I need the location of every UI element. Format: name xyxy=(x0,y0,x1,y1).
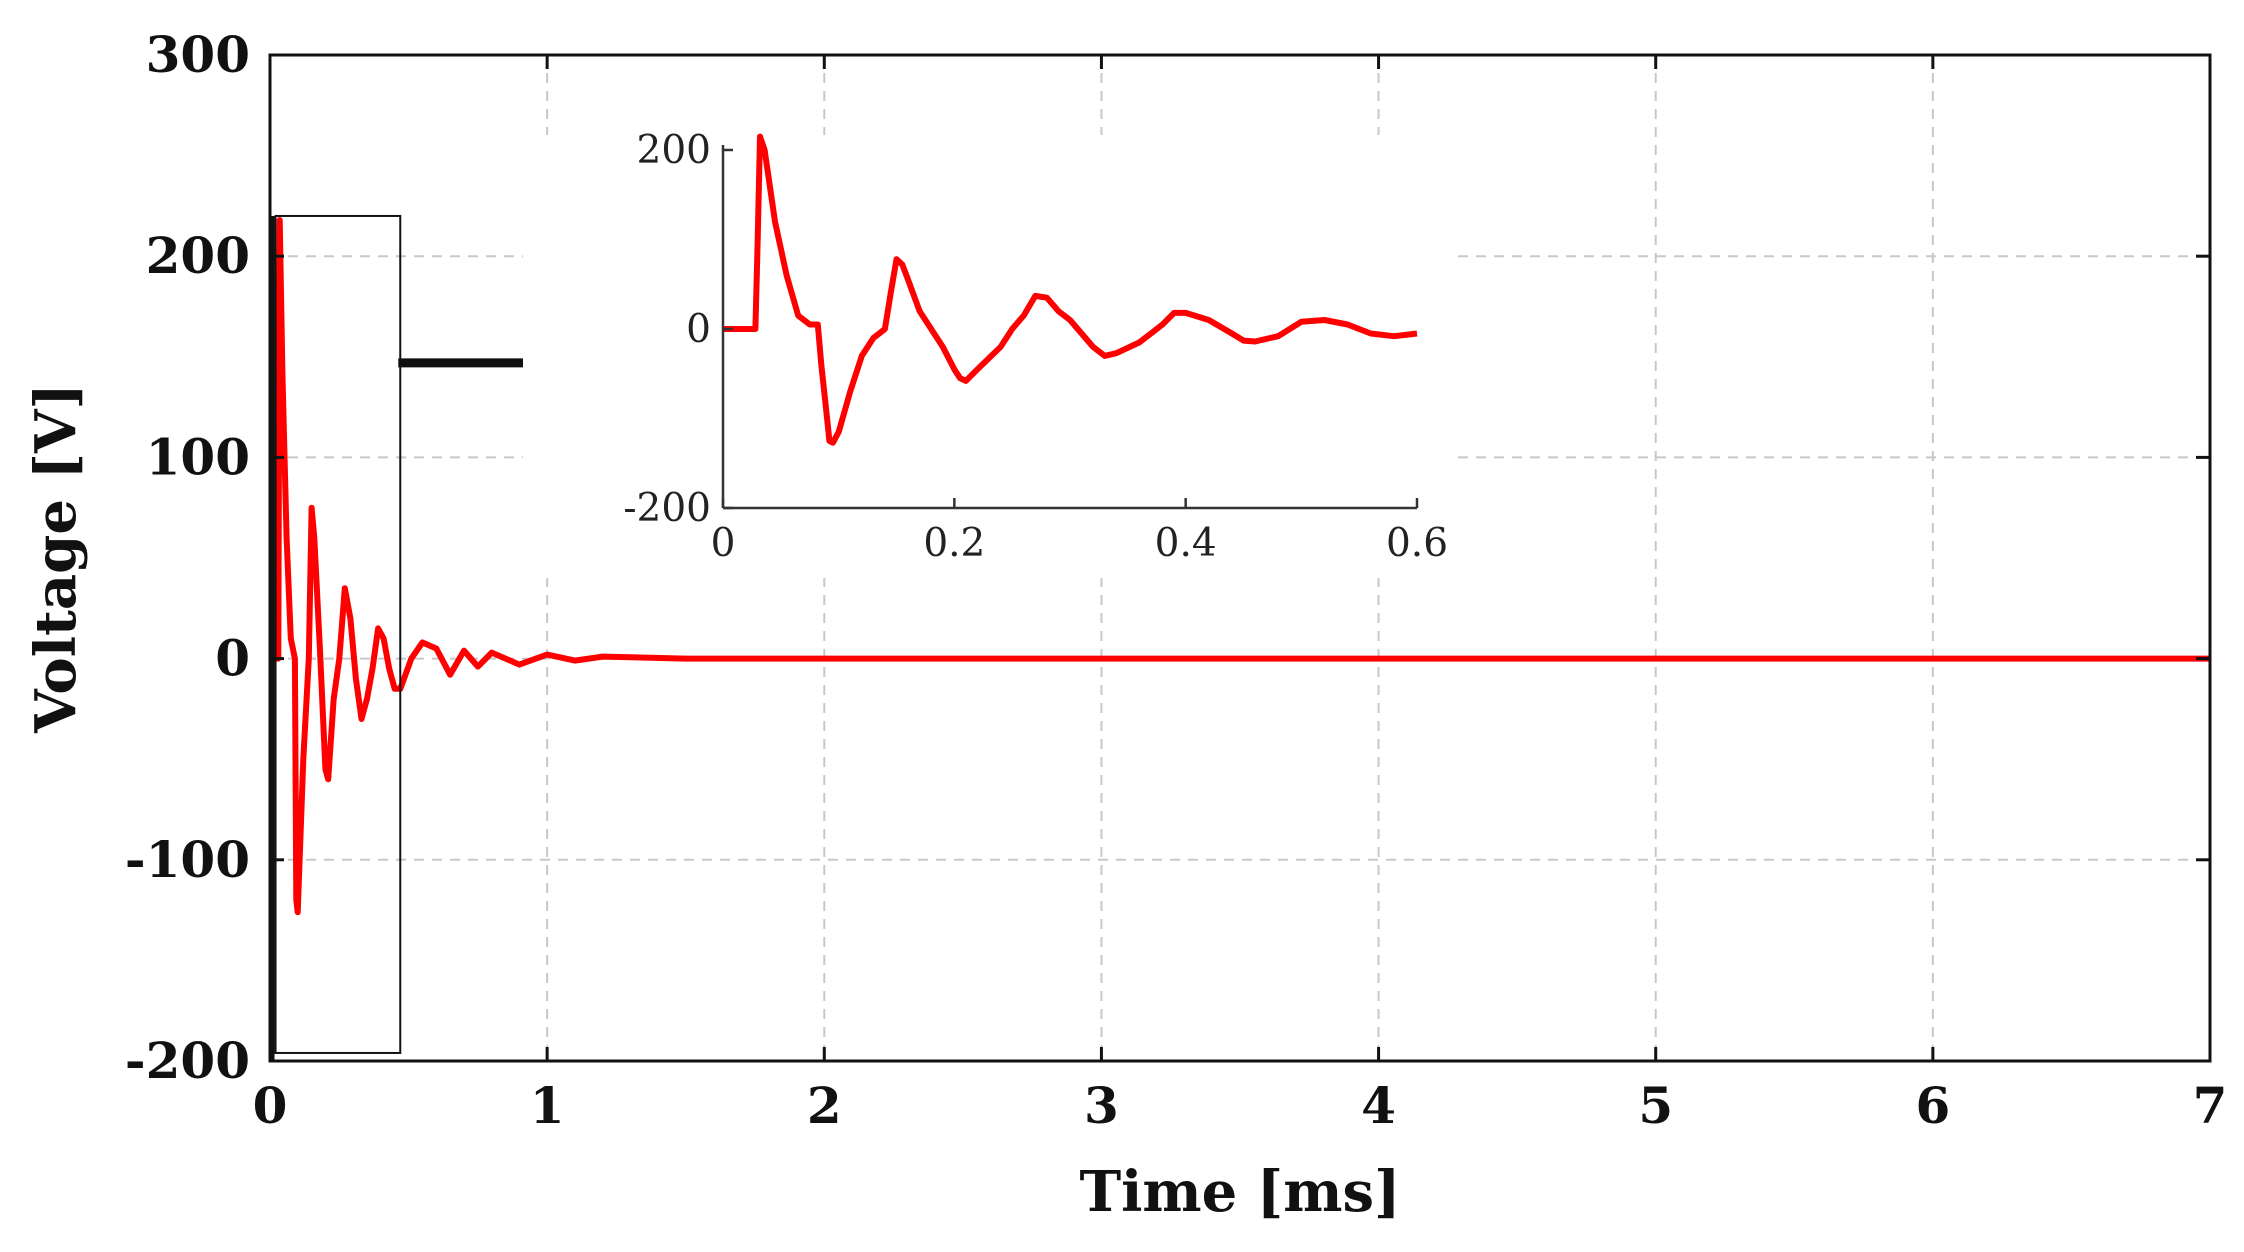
inset-x-tick-label: 0.4 xyxy=(1155,521,1217,566)
y-tick-label: -200 xyxy=(125,1031,250,1090)
x-tick-label: 4 xyxy=(1361,1076,1396,1135)
x-tick-label: 2 xyxy=(807,1076,842,1135)
main-plot-frame xyxy=(268,53,2212,1063)
y-tick-label: 100 xyxy=(146,427,250,486)
main-chart: 0 1 2 3 4 5 6 7 -200 -100 0 100 200 300 Time [ms] Vol… xyxy=(23,25,2227,1225)
x-tick-label: 5 xyxy=(1638,1076,1673,1135)
inset-x-tick-label: 0 xyxy=(711,521,736,566)
y-tick-label: 300 xyxy=(146,25,250,84)
x-tick-label: 6 xyxy=(1915,1076,1950,1135)
main-series-line xyxy=(270,217,2210,916)
inset-x-tick-label: 0.6 xyxy=(1386,521,1448,566)
x-tick-label: 1 xyxy=(530,1076,565,1135)
inset-series xyxy=(723,133,1418,446)
y-tick-label: -100 xyxy=(125,830,250,889)
inset-y-tick-label: -200 xyxy=(623,486,711,531)
main-ticks xyxy=(268,53,2212,1063)
x-tick-label: 3 xyxy=(1084,1076,1119,1135)
inset-y-tick-label: 0 xyxy=(686,307,711,352)
y-tick-label: 0 xyxy=(215,629,250,688)
main-tick-labels: 0 1 2 3 4 5 6 7 -200 -100 0 100 200 300 xyxy=(125,25,2228,1135)
x-tick-label: 7 xyxy=(2193,1076,2228,1135)
x-tick-label: 0 xyxy=(253,1076,288,1135)
y-tick-label: 200 xyxy=(146,226,250,285)
zoom-box xyxy=(274,214,402,1054)
main-series xyxy=(269,215,2210,1061)
inset-y-tick-label: 200 xyxy=(637,128,711,173)
inset-axes xyxy=(721,145,1419,510)
inset-series-line xyxy=(723,133,1418,446)
inset-x-tick-label: 0.2 xyxy=(923,521,985,566)
y-axis-label: Voltage [V] xyxy=(23,383,89,734)
x-axis-label: Time [ms] xyxy=(1079,1159,1400,1225)
